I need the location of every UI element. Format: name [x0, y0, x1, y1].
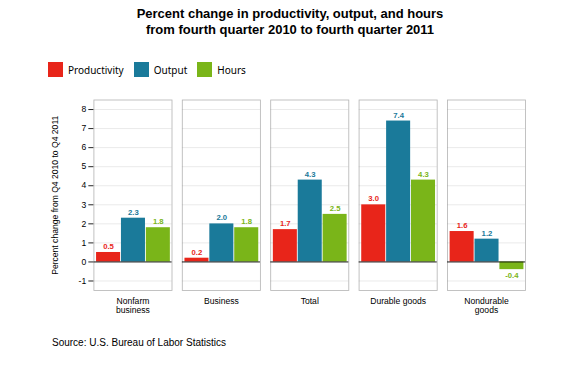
svg-text:4: 4: [81, 181, 86, 191]
svg-text:2.0: 2.0: [216, 214, 227, 223]
svg-text:3.0: 3.0: [368, 195, 379, 204]
html-text:Output: Output: [153, 62, 188, 77]
svg-text:4.3: 4.3: [418, 170, 429, 179]
svg-text:-0.4: -0.4: [505, 272, 519, 281]
svg-text:7.4: 7.4: [393, 111, 404, 120]
svg-text:0.5: 0.5: [103, 242, 114, 251]
svg-text:1.2: 1.2: [482, 229, 493, 238]
svg-text:2: 2: [81, 219, 86, 229]
svg-text:Durable goods: Durable goods: [370, 297, 426, 307]
svg-text:0.2: 0.2: [192, 248, 203, 257]
svg-text:4.3: 4.3: [305, 170, 316, 179]
svg-text:1.6: 1.6: [457, 221, 468, 230]
svg-text:Business: Business: [204, 297, 239, 307]
svg-text:Percent change from Q4 2010 to: Percent change from Q4 2010 to Q4 2011: [50, 116, 60, 275]
svg-text:2.5: 2.5: [330, 204, 341, 213]
svg-text:0: 0: [81, 257, 86, 267]
svg-text:6: 6: [81, 143, 86, 153]
svg-text:7: 7: [81, 124, 86, 134]
svg-text:Total: Total: [301, 297, 319, 307]
svg-text:1: 1: [81, 238, 86, 248]
svg-text:1.8: 1.8: [241, 217, 252, 226]
svg-text:-1: -1: [79, 276, 87, 286]
svg-text:1.8: 1.8: [153, 217, 164, 226]
svg-text:2.3: 2.3: [128, 208, 139, 217]
html-text:Source: U.S. Bureau of Labor S: Source: U.S. Bureau of Labor Statistics: [52, 337, 226, 349]
svg-text:1.7: 1.7: [280, 219, 291, 228]
html-text:Productivity: Productivity: [68, 62, 124, 77]
svg-text:5: 5: [81, 162, 86, 172]
svg-text:3: 3: [81, 200, 86, 210]
svg-text:8: 8: [81, 104, 86, 114]
svg-text:Nondurablegoods: Nondurablegoods: [464, 297, 509, 316]
html-text:Hours: Hours: [217, 62, 246, 77]
svg-text:Nonfarmbusiness: Nonfarmbusiness: [116, 297, 150, 316]
html-text:Percent change in productivity: Percent change in productivity, output, …: [136, 6, 444, 37]
